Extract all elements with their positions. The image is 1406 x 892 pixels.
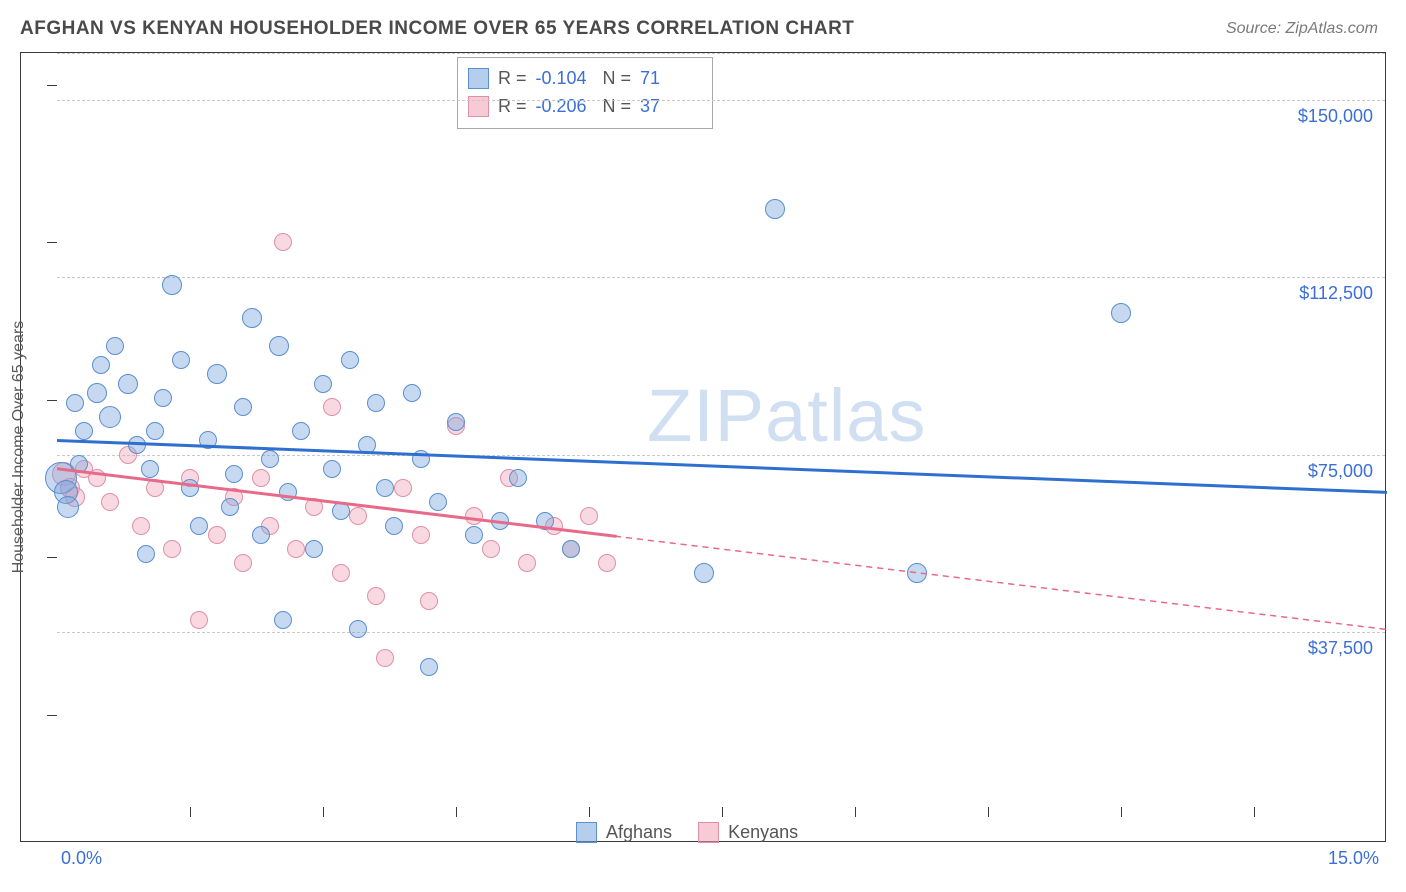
- y-tick: [47, 242, 57, 243]
- y-tick: [47, 557, 57, 558]
- legend-item-afghans: Afghans: [576, 822, 672, 843]
- legend: Afghans Kenyans: [576, 822, 798, 843]
- legend-item-kenyans: Kenyans: [698, 822, 798, 843]
- x-axis-max-label: 15.0%: [1328, 848, 1379, 869]
- y-tick: [47, 85, 57, 86]
- legend-label-kenyans: Kenyans: [728, 822, 798, 843]
- y-tick: [47, 715, 57, 716]
- y-axis-label: Householder Income Over 65 years: [10, 321, 28, 574]
- plot-area: ZIPatlas R = -0.104 N = 71 R = -0.206 N …: [57, 53, 1385, 807]
- x-axis-min-label: 0.0%: [61, 848, 102, 869]
- swatch-afghans-icon: [576, 822, 597, 843]
- trend-lines: [57, 53, 1387, 809]
- source-attribution: Source: ZipAtlas.com: [1226, 20, 1378, 38]
- chart-container: Householder Income Over 65 years ZIPatla…: [20, 52, 1386, 842]
- chart-title: AFGHAN VS KENYAN HOUSEHOLDER INCOME OVER…: [20, 18, 854, 40]
- swatch-kenyans-icon: [698, 822, 719, 843]
- y-tick: [47, 400, 57, 401]
- legend-label-afghans: Afghans: [606, 822, 672, 843]
